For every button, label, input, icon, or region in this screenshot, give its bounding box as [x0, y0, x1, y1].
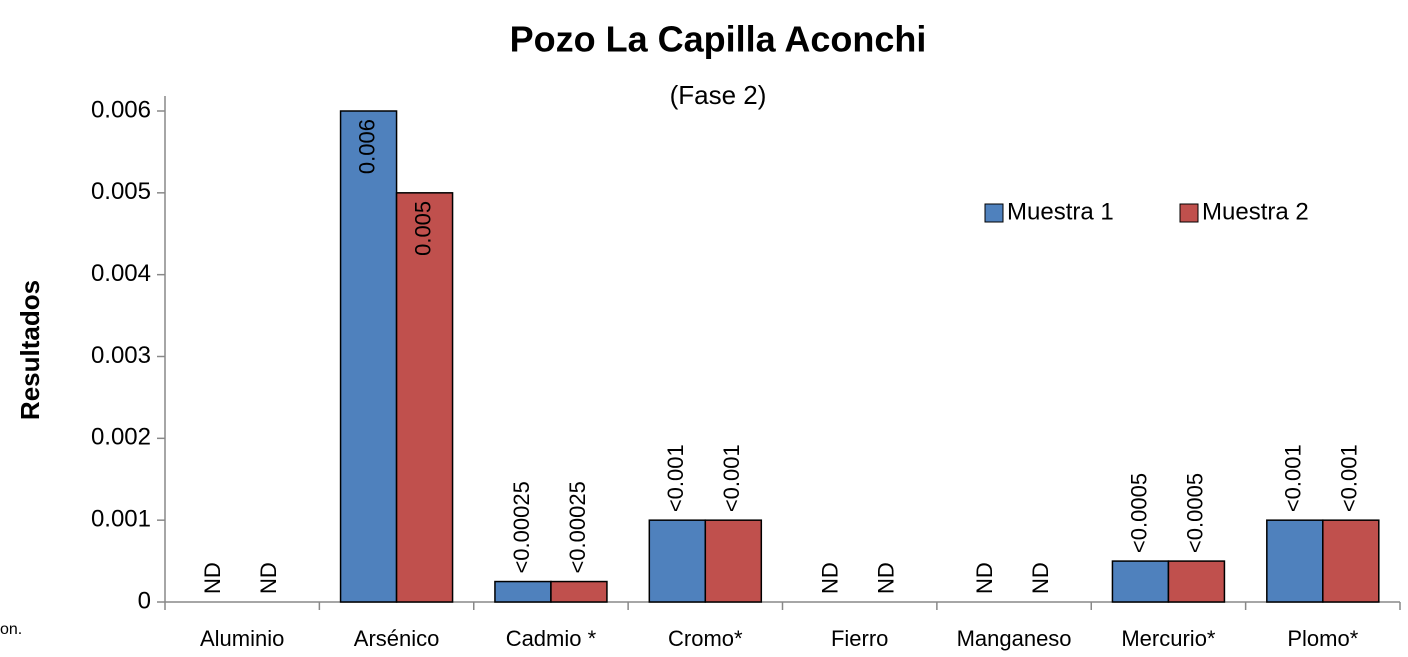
chart-subtitle: (Fase 2): [670, 80, 767, 110]
x-tick-label: Arsénico: [354, 626, 440, 651]
bar: [494, 580, 552, 603]
y-tick-label: 0: [138, 587, 151, 614]
value-label: <0.001: [1281, 444, 1306, 512]
bar: [339, 110, 398, 603]
bar: [648, 519, 707, 603]
legend-label: Muestra 1: [1007, 198, 1114, 225]
value-label: 0.005: [410, 201, 435, 256]
y-axis-label: Resultados: [15, 280, 45, 420]
value-label: ND: [256, 562, 281, 594]
legend-swatch: [1179, 203, 1199, 223]
bar: [704, 519, 763, 603]
value-label: <0.00025: [565, 481, 590, 573]
x-tick-label: Fierro: [831, 626, 888, 651]
legend-swatch: [984, 203, 1004, 223]
y-tick-label: 0.004: [91, 260, 151, 287]
value-label: <0.00025: [509, 481, 534, 573]
x-tick-label: Aluminio: [200, 626, 284, 651]
value-label: 0.006: [354, 119, 379, 174]
bar: [1111, 560, 1170, 603]
y-tick-label: 0.005: [91, 178, 151, 205]
value-label: ND: [818, 562, 843, 594]
chart-title: Pozo La Capilla Aconchi: [510, 19, 927, 60]
value-label: ND: [200, 562, 225, 594]
bar: [1266, 519, 1324, 603]
value-label: ND: [1028, 562, 1053, 594]
value-label: <0.001: [719, 444, 744, 512]
x-tick-label: Cromo*: [668, 626, 743, 651]
x-tick-label: Mercurio*: [1121, 626, 1216, 651]
y-tick-label: 0.003: [91, 342, 151, 369]
y-tick-label: 0.002: [91, 424, 151, 451]
x-tick-label: Cadmio *: [506, 626, 597, 651]
value-label: <0.001: [1337, 444, 1362, 512]
value-label: ND: [972, 562, 997, 594]
bar: [1167, 560, 1226, 603]
annotation: on.: [0, 621, 22, 638]
value-label: ND: [874, 562, 899, 594]
x-tick-label: Manganeso: [957, 626, 1072, 651]
bar: [395, 192, 454, 603]
value-label: <0.001: [663, 444, 688, 512]
x-tick-label: Plomo*: [1287, 626, 1358, 651]
value-label: <0.0005: [1182, 473, 1207, 553]
bar: [550, 580, 608, 603]
y-tick-label: 0.001: [91, 506, 151, 533]
bar: [1322, 519, 1380, 603]
value-label: <0.0005: [1126, 473, 1151, 553]
legend-label: Muestra 2: [1202, 198, 1309, 225]
y-tick-label: 0.006: [91, 96, 151, 123]
